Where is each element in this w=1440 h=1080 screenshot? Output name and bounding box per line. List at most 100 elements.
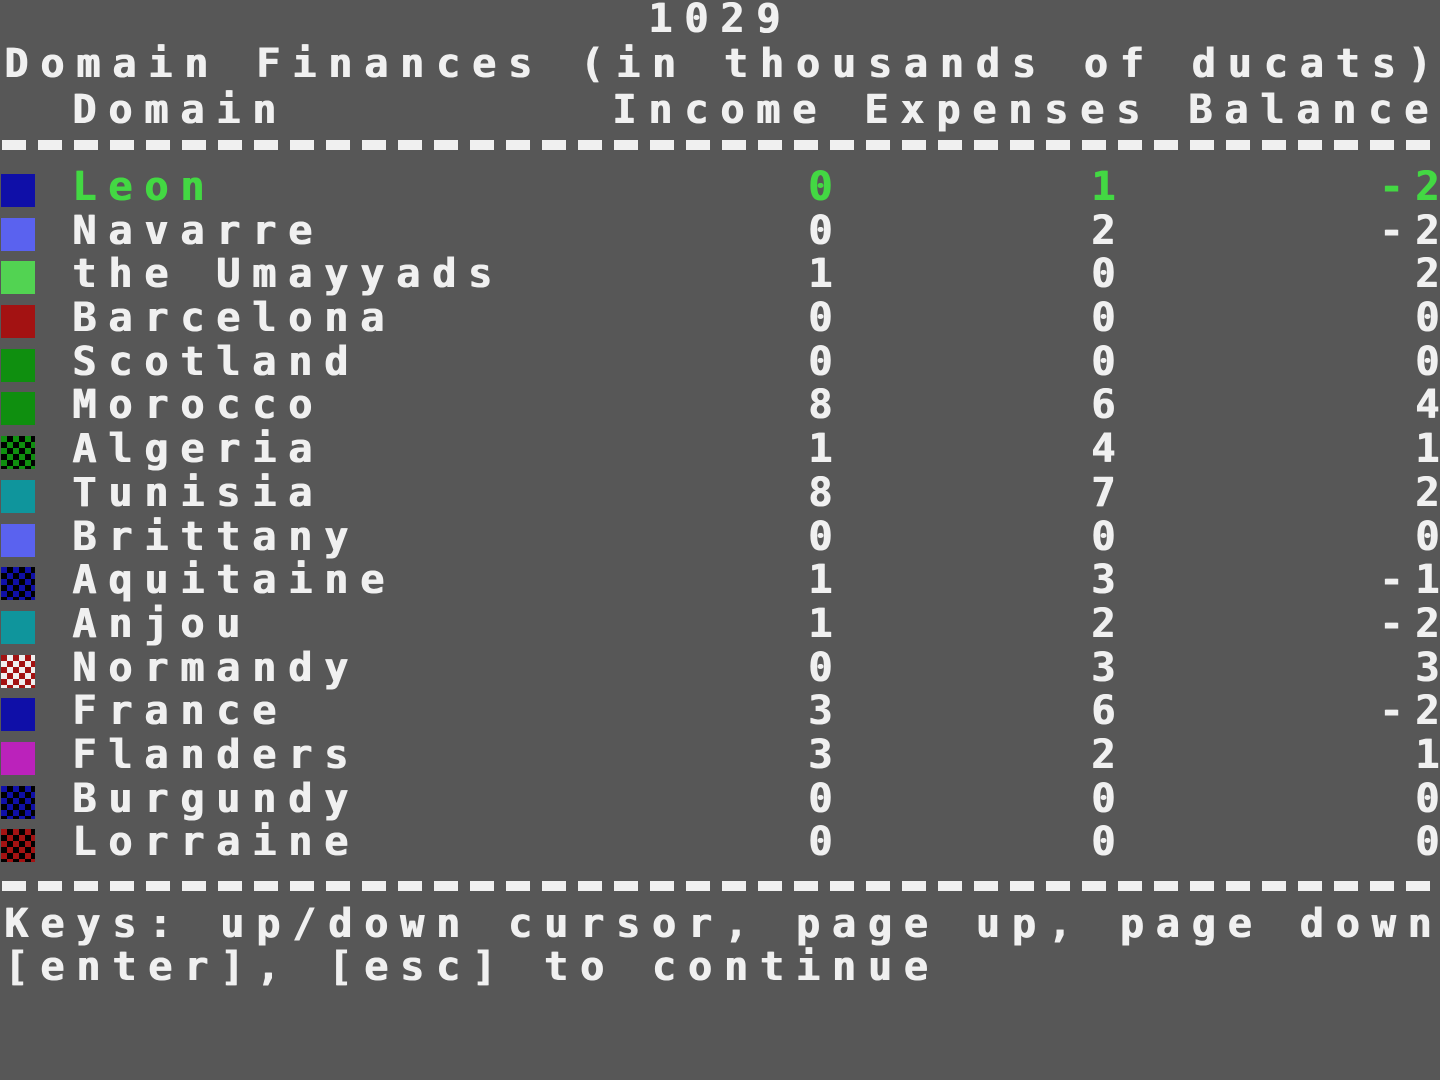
domain-color-swatch [1,654,35,688]
table-row[interactable]: Anjou 1 2 -2 [0,600,1440,647]
income-value: 8 [808,469,844,516]
domain-color-swatch [1,479,35,513]
column-header-expenses: Expenses [864,87,1152,133]
table-row[interactable]: Lorraine 0 0 0 [0,821,1440,865]
domain-color-swatch [1,567,35,601]
expenses-value: 0 [1091,775,1127,822]
income-value: 0 [808,644,844,691]
domain-color-swatch [1,392,35,426]
domain-color-swatch [1,305,35,339]
balance-value: 0 [1415,513,1440,560]
income-value: 1 [808,600,844,647]
table-row[interactable]: Leon 0 1 -2 [0,164,1440,210]
balance-value: -2 [1379,207,1440,254]
domain-color-swatch [1,829,35,863]
expenses-value: 6 [1091,688,1127,735]
separator-top [2,140,1440,150]
income-value: 0 [808,513,844,560]
page-title: Domain Finances (in thousands of ducats) [4,41,1440,87]
income-value: 8 [808,382,844,429]
table-row[interactable]: Barcelona 0 0 0 [0,295,1440,342]
balance-value: 4 [1415,382,1440,429]
column-headers: Domain Income Expenses Balance [0,88,1440,132]
expenses-value: 1 [1091,164,1127,210]
income-value: 0 [808,295,844,342]
domain-name: Tunisia [72,469,324,516]
expenses-value: 2 [1091,207,1127,254]
table-row[interactable]: Brittany 0 0 0 [0,513,1440,560]
domain-name: Algeria [72,426,324,473]
balance-value: 0 [1415,295,1440,342]
expenses-value: 7 [1091,469,1127,516]
domain-name: France [72,688,288,735]
table-row[interactable]: Normandy 0 3 3 [0,644,1440,691]
income-value: 0 [808,338,844,385]
domain-name: Brittany [72,513,360,560]
expenses-value: 2 [1091,600,1127,647]
domain-name: Barcelona [72,295,396,342]
domain-name: Aquitaine [72,557,396,604]
balance-value: 0 [1415,775,1440,822]
table-row[interactable]: France 3 6 -2 [0,690,1440,734]
balance-value: 2 [1415,469,1440,516]
balance-value: -2 [1379,688,1440,735]
domain-color-swatch [1,174,35,207]
table-row[interactable]: Navarre 0 2 -2 [0,207,1440,254]
expenses-value: 0 [1091,338,1127,385]
expenses-value: 0 [1091,819,1127,866]
income-value: 0 [808,775,844,822]
domain-name: Normandy [72,644,360,691]
column-header-income: Income [612,87,828,133]
table-row[interactable]: Aquitaine 1 3 -1 [0,557,1440,604]
income-value: 0 [808,819,844,866]
expenses-value: 0 [1091,251,1127,298]
income-value: 1 [808,426,844,473]
income-value: 0 [808,207,844,254]
domain-name: Lorraine [72,819,360,866]
domain-name: Leon [72,164,216,210]
domain-name: Burgundy [72,775,360,822]
expenses-value: 3 [1091,557,1127,604]
expenses-value: 3 [1091,644,1127,691]
domain-color-swatch [1,436,35,470]
year-label: 1029 [648,0,792,42]
domain-name: Anjou [72,600,252,647]
balance-value: 0 [1415,819,1440,866]
table-row[interactable]: the Umayyads 1 0 2 [0,253,1440,297]
income-value: 3 [808,731,844,778]
domain-color-swatch [1,698,35,732]
domain-color-swatch [1,785,35,819]
table-row[interactable]: Morocco 8 6 4 [0,384,1440,428]
expenses-value: 0 [1091,513,1127,560]
table-row[interactable]: Tunisia 8 7 2 [0,469,1440,516]
balance-value: -2 [1379,600,1440,647]
domain-color-swatch [1,741,35,775]
balance-value: 3 [1415,644,1440,691]
table-row[interactable]: Flanders 3 2 1 [0,731,1440,778]
balance-value: 2 [1415,251,1440,298]
table-row[interactable]: Algeria 1 4 1 [0,426,1440,473]
expenses-value: 4 [1091,426,1127,473]
domain-name: the Umayyads [72,251,504,298]
expenses-value: 2 [1091,731,1127,778]
balance-value: -2 [1379,164,1440,210]
table-row[interactable]: Burgundy 0 0 0 [0,775,1440,822]
domain-name: Flanders [72,731,360,778]
expenses-value: 0 [1091,295,1127,342]
domain-name: Morocco [72,382,324,429]
domain-color-swatch [1,348,35,382]
income-value: 0 [808,164,844,210]
balance-value: 1 [1415,426,1440,473]
table-row[interactable]: Scotland 0 0 0 [0,338,1440,385]
separator-bottom [2,881,1440,891]
finance-table: Leon 0 1 -2 Navarre 0 2 -2 the Umayyads … [0,164,1440,865]
balance-value: -1 [1379,557,1440,604]
income-value: 3 [808,688,844,735]
domain-color-swatch [1,610,35,644]
help-continue-line: [enter], [esc] to continue [4,944,940,990]
help-keys-line: Keys: up/down cursor, page up, page down [4,901,1440,947]
income-value: 1 [808,251,844,298]
balance-value: 0 [1415,338,1440,385]
income-value: 1 [808,557,844,604]
